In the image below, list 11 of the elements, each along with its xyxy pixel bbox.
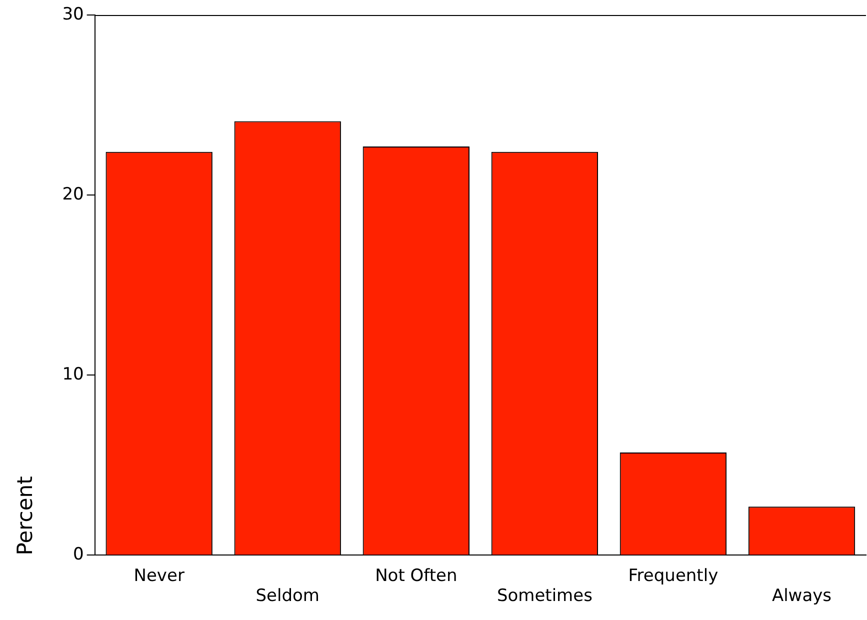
x-tick-label: Sometimes <box>496 586 593 606</box>
x-tick-label: Not Often <box>375 566 458 586</box>
y-tick-label: 0 <box>73 544 84 565</box>
x-tick-label: Frequently <box>628 566 718 586</box>
y-tick-label: 30 <box>62 4 84 24</box>
x-tick-label: Always <box>772 586 832 606</box>
y-tick-label: 10 <box>62 364 84 385</box>
y-axis-title: Percent <box>13 476 38 556</box>
y-tick-label: 20 <box>62 184 84 204</box>
x-tick-label: Never <box>134 566 184 586</box>
x-tick-label: Seldom <box>256 586 320 606</box>
